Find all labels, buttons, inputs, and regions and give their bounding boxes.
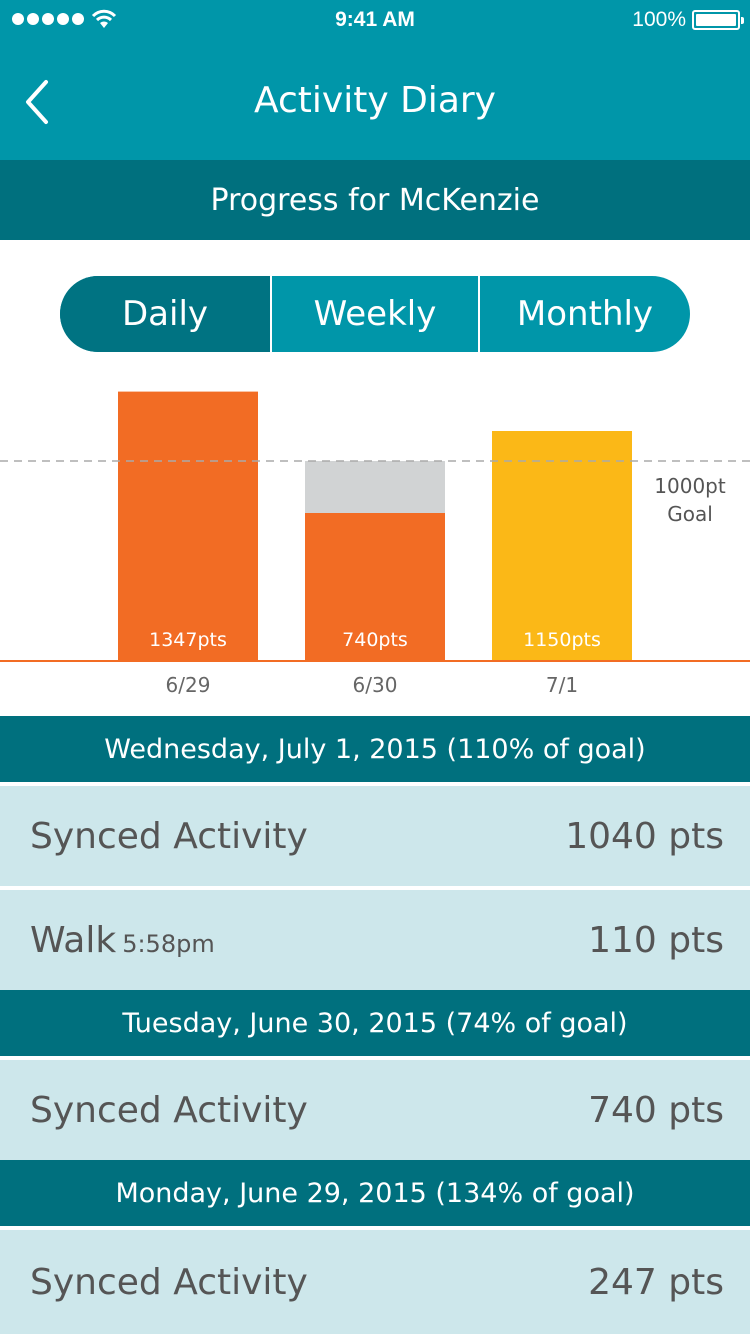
activity-label: Synced Activity (30, 1089, 308, 1131)
x-tick-label: 7/1 (546, 673, 578, 697)
activity-label: Walk (30, 919, 117, 961)
activity-points: 740 pts (588, 1089, 724, 1131)
segment-weekly[interactable]: Weekly (270, 276, 478, 352)
bar-value-label: 740pts (342, 629, 408, 651)
activity-label: Synced Activity (30, 1261, 308, 1303)
navigation-bar: 9:41 AM 100% Activity Diary (0, 0, 750, 160)
back-button[interactable] (18, 76, 58, 128)
daily-points-chart: 1347pts 6/29 740pts 6/30 1150pts 7/1 1000pt Goa… (0, 391, 750, 697)
x-tick-label: 6/30 (353, 673, 398, 697)
activity-points: 1040 pts (565, 815, 724, 857)
goal-label: Goal (667, 502, 713, 526)
segment-daily[interactable]: Daily (60, 276, 270, 352)
activity-row[interactable]: Synced Activity 1040 pts (0, 786, 750, 886)
bar-value-label: 1150pts (523, 629, 601, 651)
segment-monthly[interactable]: Monthly (478, 276, 690, 352)
wifi-icon (91, 9, 117, 28)
points-bar (492, 431, 632, 661)
x-tick-label: 6/29 (166, 673, 211, 697)
status-time: 9:41 AM (335, 8, 415, 31)
period-segmented-control: Daily Weekly Monthly (60, 276, 690, 352)
chevron-left-icon (26, 80, 48, 124)
activity-row[interactable]: Synced Activity 247 pts (0, 1230, 750, 1334)
battery-icon (692, 10, 744, 30)
day-header-jun-29: Monday, June 29, 2015 (134% of goal) (0, 1160, 750, 1226)
day-header-jun-30: Tuesday, June 30, 2015 (74% of goal) (0, 990, 750, 1056)
activity-points: 247 pts (588, 1261, 724, 1303)
activity-label: Synced Activity (30, 815, 308, 857)
signal-strength-icon (12, 13, 84, 25)
status-bar: 9:41 AM 100% (0, 0, 750, 40)
day-header-jul-1: Wednesday, July 1, 2015 (110% of goal) (0, 716, 750, 782)
points-bar (118, 391, 258, 661)
goal-label: 1000pt (654, 474, 726, 498)
battery-percent: 100% (632, 8, 686, 31)
points-bar (305, 513, 445, 661)
activity-row[interactable]: Walk 5:58pm 110 pts (0, 890, 750, 990)
activity-row[interactable]: Synced Activity 740 pts (0, 1060, 750, 1160)
page-title: Activity Diary (254, 80, 496, 121)
activity-time: 5:58pm (122, 929, 215, 958)
progress-subheader: Progress for McKenzie (0, 160, 750, 240)
activity-points: 110 pts (588, 919, 724, 961)
bar-value-label: 1347pts (149, 629, 227, 651)
